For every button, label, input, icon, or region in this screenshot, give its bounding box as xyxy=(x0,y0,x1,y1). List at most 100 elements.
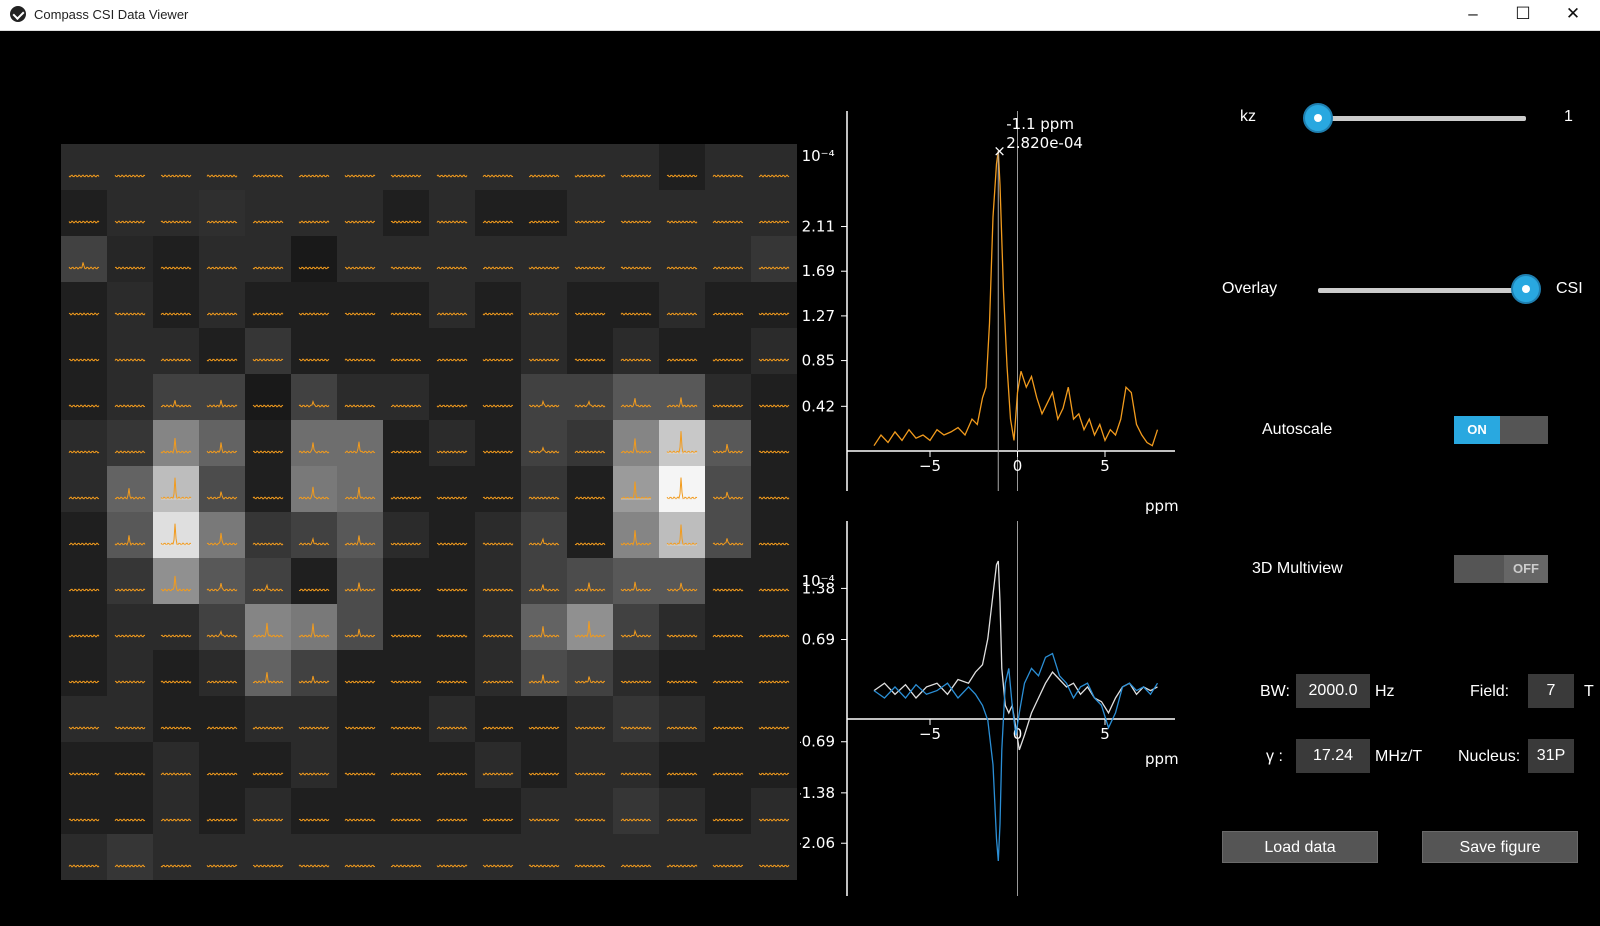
voxel-cell[interactable] xyxy=(567,604,613,650)
voxel-cell[interactable] xyxy=(705,328,751,374)
voxel-cell[interactable] xyxy=(291,834,337,880)
voxel-cell[interactable] xyxy=(383,788,429,834)
voxel-cell[interactable] xyxy=(705,512,751,558)
voxel-cell[interactable] xyxy=(429,144,475,190)
voxel-cell[interactable] xyxy=(383,650,429,696)
voxel-cell[interactable] xyxy=(705,742,751,788)
autoscale-toggle[interactable]: ON xyxy=(1454,416,1548,444)
voxel-cell[interactable] xyxy=(383,604,429,650)
voxel-cell[interactable] xyxy=(199,420,245,466)
voxel-cell[interactable] xyxy=(521,282,567,328)
voxel-cell[interactable] xyxy=(521,696,567,742)
voxel-cell[interactable] xyxy=(291,512,337,558)
voxel-cell[interactable] xyxy=(613,650,659,696)
voxel-cell[interactable] xyxy=(61,374,107,420)
voxel-cell[interactable] xyxy=(291,788,337,834)
voxel-cell[interactable] xyxy=(199,328,245,374)
voxel-cell[interactable] xyxy=(567,328,613,374)
voxel-cell[interactable] xyxy=(429,190,475,236)
voxel-cell[interactable] xyxy=(153,236,199,282)
voxel-cell[interactable] xyxy=(337,788,383,834)
overlay-slider-handle[interactable] xyxy=(1511,274,1541,304)
voxel-cell[interactable] xyxy=(199,512,245,558)
voxel-cell[interactable] xyxy=(383,742,429,788)
voxel-cell[interactable] xyxy=(337,742,383,788)
voxel-cell[interactable] xyxy=(383,834,429,880)
voxel-cell[interactable] xyxy=(107,282,153,328)
voxel-cell[interactable] xyxy=(659,696,705,742)
voxel-cell[interactable] xyxy=(245,604,291,650)
voxel-cell[interactable] xyxy=(659,144,705,190)
voxel-cell[interactable] xyxy=(751,328,797,374)
voxel-cell[interactable] xyxy=(337,466,383,512)
voxel-cell[interactable] xyxy=(613,604,659,650)
voxel-cell[interactable] xyxy=(705,696,751,742)
voxel-cell[interactable] xyxy=(705,236,751,282)
voxel-cell[interactable] xyxy=(613,558,659,604)
voxel-cell[interactable] xyxy=(751,374,797,420)
csi-voxel-grid[interactable] xyxy=(61,144,797,880)
voxel-cell[interactable] xyxy=(245,144,291,190)
voxel-cell[interactable] xyxy=(475,650,521,696)
voxel-cell[interactable] xyxy=(475,144,521,190)
voxel-cell[interactable] xyxy=(567,558,613,604)
voxel-cell[interactable] xyxy=(429,512,475,558)
voxel-cell[interactable] xyxy=(245,742,291,788)
voxel-cell[interactable] xyxy=(475,190,521,236)
voxel-cell[interactable] xyxy=(337,650,383,696)
voxel-cell[interactable] xyxy=(475,282,521,328)
voxel-cell[interactable] xyxy=(475,604,521,650)
voxel-cell[interactable] xyxy=(751,558,797,604)
gamma-input[interactable]: 17.24 xyxy=(1296,739,1370,773)
voxel-cell[interactable] xyxy=(153,420,199,466)
voxel-cell[interactable] xyxy=(659,650,705,696)
voxel-cell[interactable] xyxy=(429,282,475,328)
kz-slider-handle[interactable] xyxy=(1303,103,1333,133)
voxel-cell[interactable] xyxy=(429,650,475,696)
voxel-cell[interactable] xyxy=(107,742,153,788)
voxel-cell[interactable] xyxy=(751,282,797,328)
voxel-cell[interactable] xyxy=(199,604,245,650)
voxel-cell[interactable] xyxy=(291,190,337,236)
voxel-cell[interactable] xyxy=(613,742,659,788)
voxel-cell[interactable] xyxy=(705,420,751,466)
voxel-cell[interactable] xyxy=(107,558,153,604)
voxel-cell[interactable] xyxy=(521,512,567,558)
voxel-cell[interactable] xyxy=(291,466,337,512)
voxel-cell[interactable] xyxy=(383,236,429,282)
voxel-cell[interactable] xyxy=(337,834,383,880)
voxel-cell[interactable] xyxy=(751,466,797,512)
voxel-cell[interactable] xyxy=(245,282,291,328)
voxel-cell[interactable] xyxy=(199,466,245,512)
voxel-cell[interactable] xyxy=(61,190,107,236)
voxel-cell[interactable] xyxy=(705,466,751,512)
voxel-cell[interactable] xyxy=(61,512,107,558)
voxel-cell[interactable] xyxy=(751,650,797,696)
voxel-cell[interactable] xyxy=(751,742,797,788)
voxel-cell[interactable] xyxy=(751,144,797,190)
voxel-cell[interactable] xyxy=(659,558,705,604)
voxel-cell[interactable] xyxy=(567,834,613,880)
voxel-cell[interactable] xyxy=(567,742,613,788)
voxel-cell[interactable] xyxy=(429,328,475,374)
voxel-cell[interactable] xyxy=(751,420,797,466)
voxel-cell[interactable] xyxy=(751,696,797,742)
voxel-cell[interactable] xyxy=(475,834,521,880)
voxel-cell[interactable] xyxy=(61,420,107,466)
voxel-cell[interactable] xyxy=(107,466,153,512)
voxel-cell[interactable] xyxy=(567,512,613,558)
voxel-cell[interactable] xyxy=(61,144,107,190)
voxel-cell[interactable] xyxy=(107,696,153,742)
voxel-cell[interactable] xyxy=(107,374,153,420)
voxel-cell[interactable] xyxy=(475,466,521,512)
save-figure-button[interactable]: Save figure xyxy=(1422,831,1578,863)
voxel-cell[interactable] xyxy=(613,374,659,420)
field-input[interactable]: 7 xyxy=(1528,674,1574,708)
voxel-cell[interactable] xyxy=(153,604,199,650)
voxel-cell[interactable] xyxy=(567,650,613,696)
voxel-cell[interactable] xyxy=(383,328,429,374)
phase-spectrum-plot[interactable]: ×10⁻⁴ -2.06 -1.38 -0.69 0.69 1.38 −5 0 5 ppm xyxy=(800,506,1200,896)
voxel-cell[interactable] xyxy=(291,604,337,650)
voxel-cell[interactable] xyxy=(245,788,291,834)
voxel-cell[interactable] xyxy=(153,742,199,788)
